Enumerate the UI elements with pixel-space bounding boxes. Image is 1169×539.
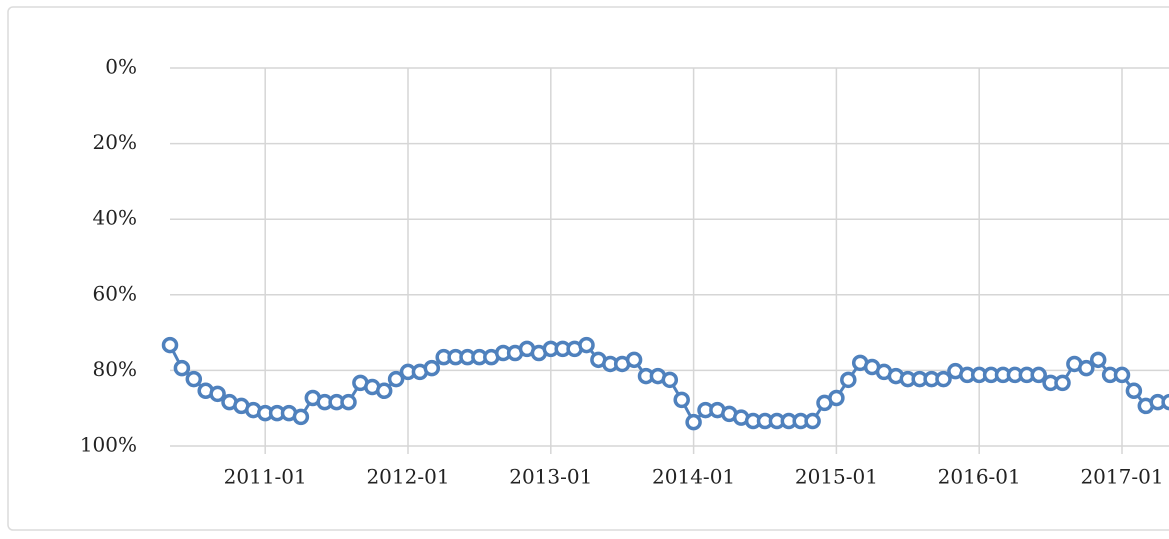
marker [1125,382,1143,400]
marker [804,412,821,430]
marker [387,370,405,388]
grid: 0% 20% 40% 60% 80% 100% 2011-01 2012-01 2013-01 2… [80,55,1169,489]
x-tick-label: 2012-01 [366,465,449,489]
marker [840,371,857,389]
y-tick-label: 40% [93,206,137,230]
marker [209,385,226,403]
marker [340,393,357,411]
marker [685,413,702,431]
plot [161,336,1169,431]
x-tick-label: 2013-01 [509,465,592,489]
marker [673,391,690,409]
y-tick-label: 100% [80,433,137,457]
x-tick-label: 2011-01 [224,465,307,489]
marker [935,370,952,388]
y-tick-label: 80% [93,357,137,381]
marker [161,336,179,354]
marker [828,389,845,407]
marker [375,382,393,400]
marker [661,371,679,389]
marker [1161,393,1169,411]
marker [423,359,441,377]
x-tick-label: 2015-01 [795,465,878,489]
marker [1078,359,1095,377]
marker [185,370,203,388]
x-tick-label: 2016-01 [938,465,1021,489]
marker [625,351,643,369]
y-tick-label: 60% [93,281,137,305]
marker [173,359,191,377]
y-tick-label: 0% [105,55,137,79]
chart-frame [7,6,1169,531]
marker [1054,374,1071,392]
x-tick-label: 2014-01 [652,465,735,489]
marker [578,336,595,354]
x-tick-label: 2017-01 [1080,465,1163,489]
marker [1089,351,1107,369]
marker [292,408,310,426]
marker [1030,366,1047,384]
y-tick-label: 20% [93,130,137,154]
marker [1113,366,1131,384]
